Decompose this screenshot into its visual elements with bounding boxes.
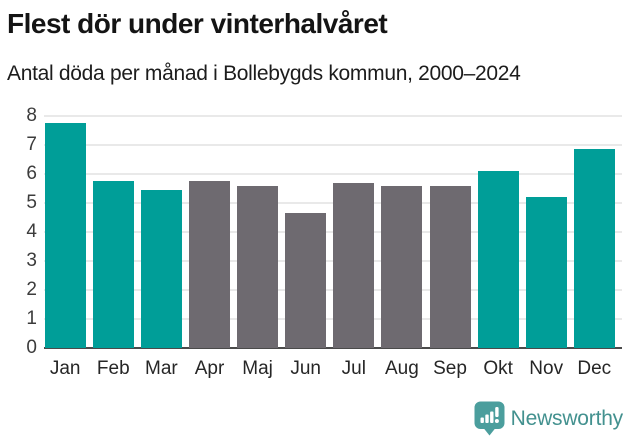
x-tick-label-apr: Apr: [194, 358, 225, 379]
gridline: [44, 144, 622, 146]
newsworthy-speech-bubble-bar-chart-icon: [474, 401, 505, 436]
gridline: [44, 231, 622, 233]
bar-maj: [237, 185, 279, 348]
bar-sep: [429, 185, 471, 348]
x-tick-label-sep: Sep: [433, 358, 467, 379]
bar-okt: [477, 171, 519, 348]
y-tick-label: 3: [26, 250, 37, 271]
x-tick-label-jul: Jul: [341, 358, 366, 379]
y-tick-label: 8: [26, 105, 37, 126]
x-tick-label-jun: Jun: [290, 358, 321, 379]
bar-nov: [525, 197, 567, 348]
x-tick-label-aug: Aug: [384, 358, 419, 379]
gridline: [44, 260, 622, 262]
bar-aug: [381, 185, 423, 348]
y-tick-label: 2: [26, 279, 37, 300]
bar-jan: [44, 123, 86, 348]
y-tick-label: 5: [26, 192, 37, 213]
gridline: [44, 115, 622, 117]
bar-dec: [573, 149, 615, 348]
gridline: [44, 289, 622, 291]
x-tick-label-jan: Jan: [49, 358, 81, 379]
gridline: [44, 202, 622, 204]
bar-apr: [189, 181, 230, 348]
bar-mar: [140, 189, 182, 348]
x-tick-label-mar: Mar: [145, 358, 178, 379]
gridline: [44, 318, 622, 320]
gridline: [44, 173, 622, 175]
y-tick-label: 4: [26, 221, 37, 242]
bar-jul: [333, 182, 375, 348]
x-tick-label-maj: Maj: [242, 358, 273, 379]
y-tick-label: 6: [26, 163, 37, 184]
x-tick-label-okt: Okt: [483, 358, 513, 379]
bar-feb: [92, 181, 134, 348]
chart-title: Flest dör under vinterhalvåret: [7, 8, 388, 39]
x-tick-label-dec: Dec: [577, 358, 612, 379]
newsworthy-brand-name: Newsworthy: [510, 406, 624, 430]
x-tick-label-feb: Feb: [96, 358, 130, 379]
x-tick-label-nov: Nov: [529, 358, 564, 379]
bar-jun: [285, 213, 327, 348]
chart-subtitle: Antal döda per månad i Bollebygds kommun…: [7, 62, 521, 85]
y-tick-label: 0: [26, 337, 37, 358]
newsworthy-logo: Newsworthy: [474, 401, 623, 436]
y-tick-label: 7: [26, 134, 37, 155]
x-axis-line: [44, 347, 622, 349]
y-tick-label: 1: [26, 308, 37, 329]
